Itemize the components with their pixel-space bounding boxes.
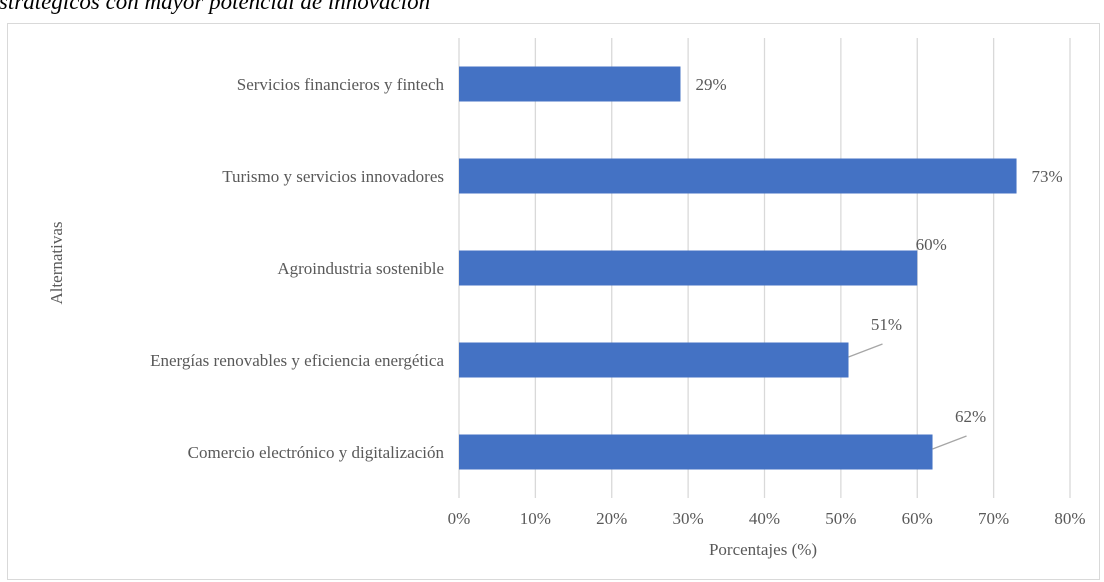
x-tick-label: 20%	[596, 509, 627, 528]
category-label: Turismo y servicios innovadores	[222, 167, 444, 186]
x-tick-label: 50%	[825, 509, 856, 528]
data-label: 60%	[916, 235, 947, 254]
chart-area	[7, 23, 1100, 580]
bar	[459, 434, 933, 470]
y-axis-title: Alternativas	[47, 221, 66, 304]
data-label: 51%	[871, 315, 902, 334]
category-label: Comercio electrónico y digitalización	[188, 443, 445, 462]
bar	[459, 250, 918, 286]
data-label: 73%	[1032, 167, 1063, 186]
category-label: Agroindustria sostenible	[277, 259, 444, 278]
x-tick-label: 0%	[448, 509, 471, 528]
bar	[459, 342, 849, 378]
leader-lines	[848, 343, 967, 450]
x-tick-label: 70%	[978, 509, 1009, 528]
category-labels: Servicios financieros y fintech Turismo y…	[150, 75, 444, 462]
x-tick-label: 10%	[520, 509, 551, 528]
figure-caption: s estratégicos con mayor potencial de in…	[0, 0, 431, 14]
x-tick-label: 40%	[749, 509, 780, 528]
x-tick-label: 80%	[1054, 509, 1085, 528]
category-label: Energías renovables y eficiencia energét…	[150, 351, 444, 370]
bars	[459, 66, 1017, 470]
category-label: Servicios financieros y fintech	[237, 75, 445, 94]
bar	[459, 66, 681, 102]
data-labels: 29% 73% 60% 51% 62%	[695, 75, 1062, 426]
x-axis-title: Porcentajes (%)	[709, 540, 817, 559]
leader-line	[848, 343, 883, 358]
bar	[459, 158, 1017, 194]
data-label: 29%	[695, 75, 726, 94]
x-tick-label: 30%	[673, 509, 704, 528]
x-tick-label: 60%	[902, 509, 933, 528]
data-label: 62%	[955, 407, 986, 426]
leader-line	[932, 435, 967, 450]
x-tick-labels: 0% 10% 20% 30% 40% 50% 60% 70% 80%	[448, 509, 1086, 528]
